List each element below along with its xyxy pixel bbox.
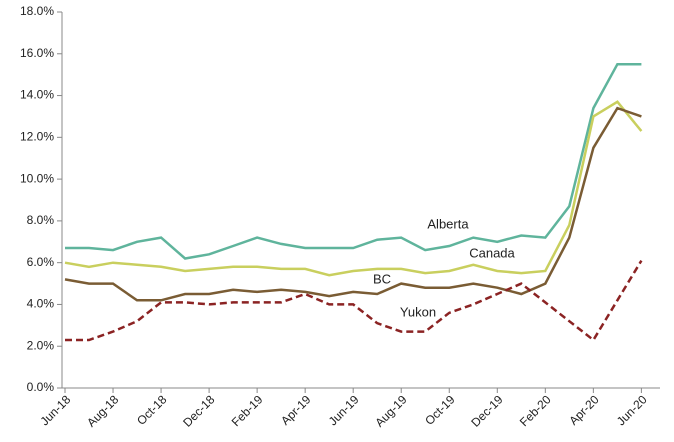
x-tick-label: Jun-19 [326, 392, 362, 428]
x-tick-label: Aug-18 [84, 392, 121, 429]
x-tick-label: Jun-20 [614, 392, 650, 428]
y-tick-label: 2.0% [27, 338, 55, 352]
x-tick-label: Apr-20 [566, 392, 602, 428]
y-tick-label: 12.0% [20, 130, 54, 144]
series-label: Yukon [400, 304, 436, 319]
x-tick-label: Apr-19 [278, 392, 314, 428]
y-tick-label: 10.0% [20, 171, 54, 185]
x-tick-label: Feb-19 [229, 392, 266, 429]
x-tick-label: Oct-19 [422, 392, 458, 428]
series-label: Alberta [427, 216, 469, 231]
y-tick-label: 14.0% [20, 88, 54, 102]
series-label: BC [373, 271, 391, 286]
y-tick-label: 6.0% [27, 255, 55, 269]
line-series [65, 62, 642, 260]
y-tick-label: 18.0% [20, 4, 54, 18]
y-tick-label: 4.0% [27, 297, 55, 311]
y-tick-label: 16.0% [20, 46, 54, 60]
x-tick-label: Aug-19 [372, 392, 409, 429]
x-tick-label: Feb-20 [517, 392, 554, 429]
x-tick-label: Oct-18 [134, 392, 170, 428]
y-tick-label: 8.0% [27, 213, 55, 227]
x-tick-label: Dec-18 [180, 392, 217, 429]
line-series [64, 100, 643, 277]
line-series [65, 259, 643, 342]
x-tick-label: Jun-18 [38, 392, 74, 428]
y-tick-label: 0.0% [27, 380, 55, 394]
x-tick-label: Dec-19 [468, 392, 505, 429]
line-series [64, 106, 642, 302]
series-label: Canada [469, 245, 515, 260]
